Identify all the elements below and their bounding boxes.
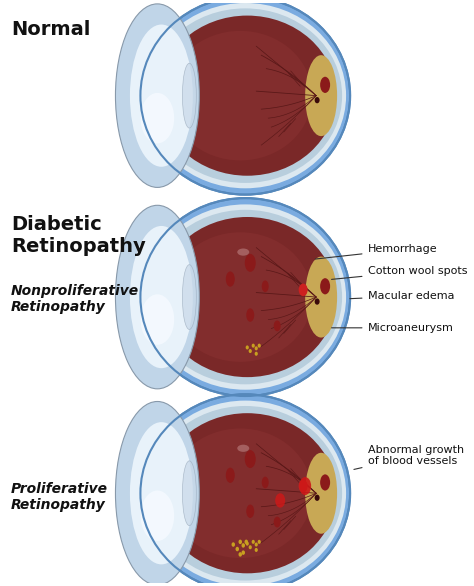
Ellipse shape xyxy=(148,406,342,581)
Ellipse shape xyxy=(299,284,308,296)
Ellipse shape xyxy=(236,547,239,551)
Ellipse shape xyxy=(305,453,337,534)
Ellipse shape xyxy=(245,450,256,468)
Ellipse shape xyxy=(255,346,258,350)
Ellipse shape xyxy=(148,8,342,183)
Ellipse shape xyxy=(249,349,252,353)
Ellipse shape xyxy=(305,257,337,338)
Ellipse shape xyxy=(299,477,311,495)
Text: Proliferative
Retinopathy: Proliferative Retinopathy xyxy=(11,482,108,512)
Ellipse shape xyxy=(238,540,242,544)
Ellipse shape xyxy=(140,0,350,195)
Text: Normal: Normal xyxy=(11,20,91,39)
Ellipse shape xyxy=(273,321,281,331)
Ellipse shape xyxy=(299,480,308,492)
Text: Abnormal growth
of blood vessels: Abnormal growth of blood vessels xyxy=(354,445,464,469)
Ellipse shape xyxy=(140,198,350,396)
Ellipse shape xyxy=(315,298,319,305)
Text: Microaneurysm: Microaneurysm xyxy=(332,323,453,333)
Ellipse shape xyxy=(258,343,261,347)
Ellipse shape xyxy=(246,308,254,322)
Ellipse shape xyxy=(252,343,255,347)
Ellipse shape xyxy=(246,541,249,546)
Ellipse shape xyxy=(168,31,312,161)
Ellipse shape xyxy=(320,77,330,93)
Ellipse shape xyxy=(245,540,248,544)
Ellipse shape xyxy=(145,3,346,188)
Ellipse shape xyxy=(140,394,350,586)
Ellipse shape xyxy=(116,205,200,389)
Ellipse shape xyxy=(145,401,346,586)
Ellipse shape xyxy=(238,552,242,557)
Ellipse shape xyxy=(246,345,249,349)
Ellipse shape xyxy=(168,232,312,362)
Ellipse shape xyxy=(130,226,193,368)
Ellipse shape xyxy=(273,517,281,527)
Ellipse shape xyxy=(255,548,258,552)
Ellipse shape xyxy=(141,294,174,345)
Ellipse shape xyxy=(116,4,200,188)
Ellipse shape xyxy=(158,16,336,176)
Ellipse shape xyxy=(320,474,330,490)
Ellipse shape xyxy=(246,505,254,518)
Ellipse shape xyxy=(242,550,245,555)
Ellipse shape xyxy=(182,63,196,128)
Ellipse shape xyxy=(182,265,196,329)
Ellipse shape xyxy=(315,495,319,501)
Ellipse shape xyxy=(130,25,193,167)
Ellipse shape xyxy=(320,278,330,294)
Text: Hemorrhage: Hemorrhage xyxy=(315,244,437,259)
Ellipse shape xyxy=(145,205,346,390)
Ellipse shape xyxy=(255,352,258,356)
Ellipse shape xyxy=(158,217,336,377)
Ellipse shape xyxy=(258,540,261,544)
Ellipse shape xyxy=(252,540,255,544)
Text: Nonproliferative
Retinopathy: Nonproliferative Retinopathy xyxy=(11,284,139,315)
Ellipse shape xyxy=(130,422,193,564)
Ellipse shape xyxy=(262,281,269,292)
Text: Cotton wool spots: Cotton wool spots xyxy=(331,266,467,280)
Ellipse shape xyxy=(255,543,258,547)
Ellipse shape xyxy=(237,248,249,255)
Ellipse shape xyxy=(237,445,249,452)
Ellipse shape xyxy=(226,468,235,483)
Ellipse shape xyxy=(148,210,342,384)
Ellipse shape xyxy=(231,542,235,547)
Ellipse shape xyxy=(168,428,312,558)
Ellipse shape xyxy=(249,545,252,549)
Text: Diabetic
Retinopathy: Diabetic Retinopathy xyxy=(11,214,146,255)
Ellipse shape xyxy=(226,271,235,287)
Ellipse shape xyxy=(275,493,285,507)
Ellipse shape xyxy=(245,254,256,272)
Ellipse shape xyxy=(141,93,174,144)
Ellipse shape xyxy=(262,476,269,488)
Ellipse shape xyxy=(141,490,174,541)
Ellipse shape xyxy=(158,413,336,573)
Text: Macular edema: Macular edema xyxy=(350,291,454,301)
Ellipse shape xyxy=(116,401,200,585)
Ellipse shape xyxy=(305,55,337,136)
Ellipse shape xyxy=(242,543,245,548)
Ellipse shape xyxy=(182,461,196,526)
Ellipse shape xyxy=(315,97,319,103)
